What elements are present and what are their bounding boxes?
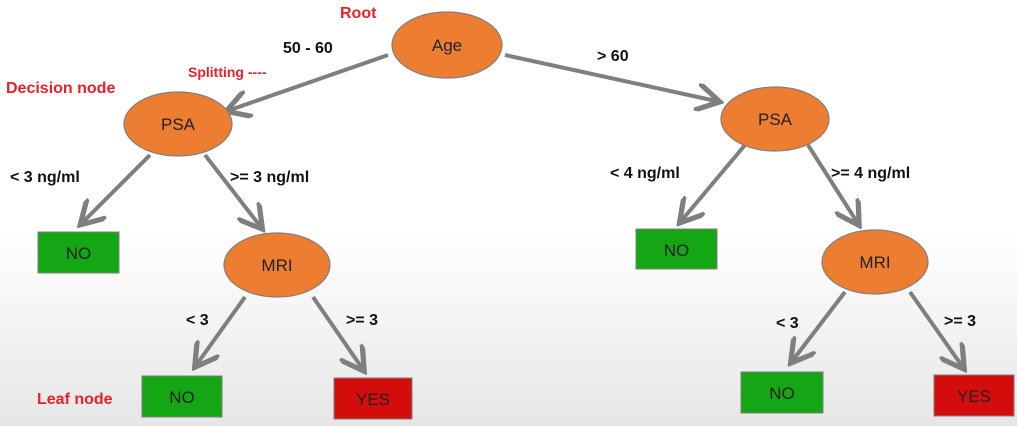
node-psa-left-label: PSA [161, 115, 196, 134]
node-psa-right: PSA [720, 86, 830, 152]
decision-node-annotation: Decision node [6, 80, 115, 97]
leaf-no-right-top-label: NO [664, 241, 690, 260]
edge-mri-right-to-yes [908, 290, 962, 366]
node-mri-right: MRI [821, 229, 929, 295]
edge-label-age-left: 50 - 60 [283, 40, 333, 57]
leaf-no-left-bottom-label: NO [169, 388, 195, 407]
node-mri-left-label: MRI [261, 256, 292, 275]
splitting-annotation: Splitting ---- [188, 64, 267, 80]
edge-psa-left-to-mri [203, 153, 260, 226]
leaf-yes-left-bottom-label: YES [356, 390, 390, 409]
node-mri-left: MRI [223, 232, 331, 298]
leaf-no-right-top: NO [635, 228, 718, 270]
node-age: Age [391, 11, 503, 79]
edge-mri-left-to-no [197, 295, 247, 364]
edge-age-to-psa-left [230, 53, 389, 110]
leaf-yes-right-bottom-label: YES [957, 387, 991, 406]
leaf-yes-left-bottom: YES [333, 377, 413, 420]
leaf-yes-right-bottom: YES [933, 374, 1015, 417]
node-psa-right-label: PSA [758, 110, 793, 129]
edge-label-psa-left-ge: >= 3 ng/ml [230, 169, 309, 186]
leaf-node-annotation: Leaf node [37, 391, 113, 408]
root-annotation: Root [340, 5, 377, 22]
leaf-no-left-top: NO [37, 231, 120, 274]
edge-label-psa-right-ge: >= 4 ng/ml [831, 165, 910, 182]
leaf-no-right-bottom-label: NO [769, 384, 795, 403]
leaf-no-left-bottom: NO [141, 375, 223, 418]
node-mri-right-label: MRI [859, 253, 890, 272]
edge-psa-left-to-no [83, 153, 152, 222]
node-psa-left: PSA [123, 91, 233, 157]
edge-label-psa-left-lt: < 3 ng/ml [10, 169, 80, 186]
edge-label-age-right: > 60 [597, 48, 629, 65]
edge-label-mri-right-lt: < 3 [776, 315, 799, 332]
edge-label-mri-left-lt: < 3 [186, 312, 209, 329]
edge-label-psa-right-lt: < 4 ng/ml [610, 165, 680, 182]
edge-psa-right-to-no [682, 143, 747, 220]
edge-label-mri-left-ge: >= 3 [346, 312, 378, 329]
node-age-label: Age [432, 36, 462, 55]
leaf-no-right-bottom: NO [740, 371, 824, 414]
edge-label-mri-right-ge: >= 3 [944, 313, 976, 330]
leaf-no-left-top-label: NO [66, 244, 92, 263]
edge-psa-right-to-mri [806, 143, 857, 222]
edge-mri-right-to-no [793, 290, 847, 360]
edge-age-to-psa-right [504, 53, 716, 101]
edge-mri-left-to-yes [311, 295, 362, 368]
